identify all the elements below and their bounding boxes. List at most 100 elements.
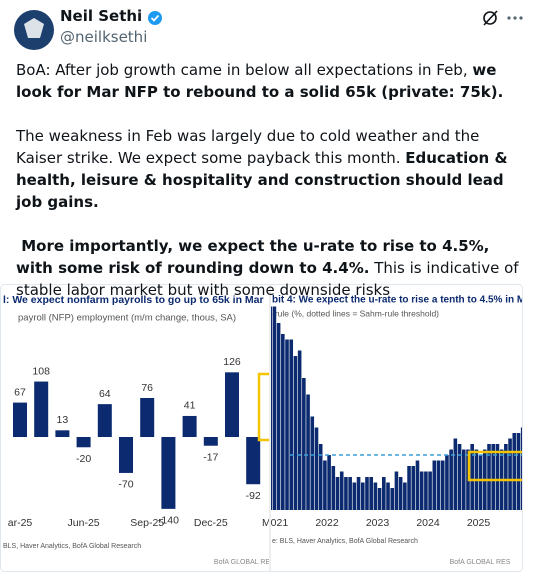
x-tick-label: 2021 (265, 517, 289, 529)
bar (335, 477, 340, 510)
bar (348, 477, 352, 510)
watermark: BofA GLOBAL RES (450, 559, 511, 566)
verified-check (150, 14, 160, 22)
value-label: -20 (76, 453, 91, 465)
bar (461, 449, 466, 510)
bar (394, 471, 399, 510)
bar (440, 460, 445, 510)
x-tick-label: 2025 (467, 517, 491, 529)
avatar-logo (24, 18, 44, 38)
value-label: 108 (32, 365, 50, 377)
bar (525, 433, 529, 510)
highlight-box (467, 450, 522, 482)
bar (293, 356, 298, 510)
watermark: BofA GLOBAL RE (214, 559, 270, 566)
bar (386, 482, 390, 510)
bar (504, 444, 508, 510)
text-run: This is indicative of stable labor marke… (16, 259, 524, 299)
left-chart: l: We expect nonfarm payrolls to go up t… (3, 294, 270, 566)
bar (529, 439, 533, 511)
chart-title: bit 4: We expect the u-rate to rise a te… (272, 295, 535, 306)
bar (360, 482, 365, 510)
value-label: 126 (223, 356, 241, 368)
bar (449, 449, 453, 510)
chart-subtitle: -rule (%, dotted lines = Sahm-rule thres… (272, 308, 439, 318)
value-label: -140 (158, 515, 179, 527)
post-text: BoA: After job growth came in below all … (16, 59, 528, 323)
bar (534, 433, 538, 510)
bar (310, 416, 315, 510)
source: e: BLS, Haver Analytics, BofA Global Res… (272, 538, 418, 545)
x-tick-label: Jun-25 (68, 517, 100, 529)
bar (297, 350, 302, 510)
bar (382, 477, 386, 510)
bar (344, 477, 348, 510)
x-tick-label: 2022 (315, 517, 339, 529)
bar (323, 460, 327, 510)
bar (306, 394, 310, 510)
x-tick-label: 2 (529, 517, 535, 529)
value-label: -92 (246, 490, 261, 502)
text-run: Education & health, leisure & hospitalit… (16, 149, 513, 211)
value-label: 41 (184, 400, 196, 412)
value-label: 64 (99, 388, 111, 400)
bar (182, 415, 197, 437)
bar (457, 444, 462, 510)
bar (453, 438, 458, 510)
bar (398, 477, 403, 510)
paragraph: BoA: After job growth came in below all … (16, 59, 528, 103)
bar (415, 460, 420, 510)
bar (339, 471, 344, 510)
bar (436, 460, 441, 510)
chart-subtitle: payroll (NFP) employment (m/m change, th… (18, 313, 236, 324)
bar (272, 306, 277, 510)
bar (76, 437, 91, 448)
bar (318, 444, 323, 510)
bar (140, 397, 155, 437)
bar (365, 477, 369, 510)
bar (478, 455, 483, 510)
bar (302, 378, 306, 510)
verified-badge (148, 11, 162, 25)
bar (352, 482, 357, 510)
bar (411, 466, 416, 510)
bar (13, 402, 27, 437)
text-run: More importantly, we expect the u-rate t… (16, 237, 495, 277)
value-label: 76 (141, 382, 153, 394)
bar (369, 477, 373, 510)
author-name[interactable]: Neil Sethi (60, 7, 143, 25)
bar (390, 488, 395, 510)
grok-icon[interactable] (483, 10, 498, 26)
bar (512, 433, 517, 510)
bar (225, 372, 239, 437)
value-label: -17 (203, 452, 218, 464)
bar (495, 444, 500, 510)
value-label: -70 (118, 479, 133, 491)
forecast-box (257, 372, 269, 442)
bar (373, 482, 378, 510)
text-run: we look for Mar NFP to rebound to a soli… (16, 61, 504, 101)
bar (487, 444, 491, 510)
bar (331, 466, 336, 510)
more-icon[interactable] (507, 16, 523, 20)
value-label: 13 (57, 414, 69, 426)
author-handle[interactable]: @neilksethi (60, 28, 148, 46)
bar (508, 438, 512, 510)
x-tick-label: 2023 (366, 517, 390, 529)
x-tick-label: Dec-25 (194, 517, 228, 529)
paragraph: The weakness in Feb was largely due to c… (16, 125, 528, 213)
bar (424, 471, 428, 510)
source: BLS, Haver Analytics, BofA Global Resear… (3, 543, 141, 550)
bar (119, 437, 133, 473)
chart-title: l: We expect nonfarm payrolls to go up t… (3, 294, 264, 306)
value-label: 67 (14, 386, 26, 398)
bar (428, 471, 432, 510)
paragraph: More importantly, we expect the u-rate t… (16, 235, 528, 301)
bar (516, 433, 521, 510)
bar (203, 437, 218, 446)
bar (491, 444, 496, 510)
bar (314, 427, 319, 510)
bar (55, 430, 70, 437)
